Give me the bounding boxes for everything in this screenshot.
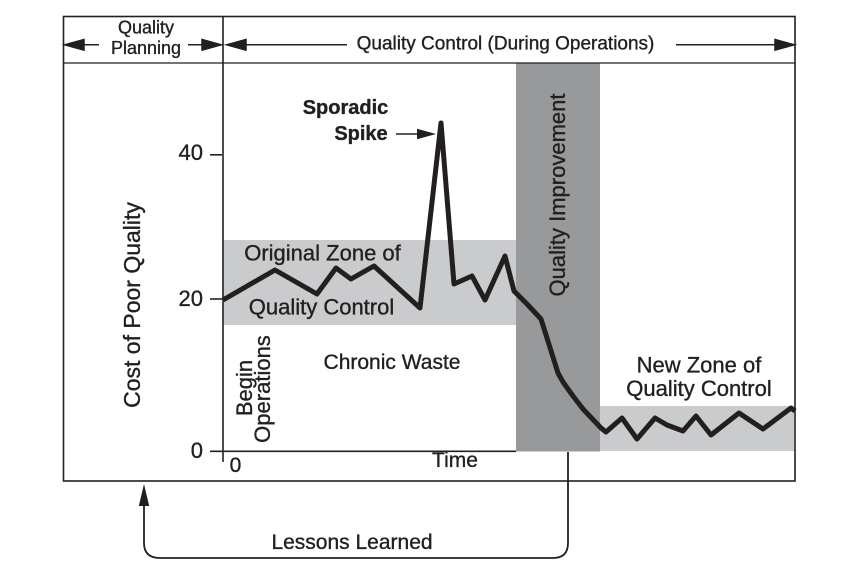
svg-text:Spike: Spike bbox=[334, 123, 387, 145]
svg-text:Original Zone of: Original Zone of bbox=[244, 240, 401, 265]
svg-text:Quality Improvement: Quality Improvement bbox=[545, 94, 570, 297]
svg-text:Sporadic: Sporadic bbox=[303, 97, 389, 119]
svg-text:Time: Time bbox=[432, 449, 478, 472]
svg-text:0: 0 bbox=[191, 438, 203, 463]
svg-text:40: 40 bbox=[179, 140, 203, 165]
svg-text:New Zone of: New Zone of bbox=[637, 353, 763, 378]
svg-text:Cost of Poor Quality: Cost of Poor Quality bbox=[119, 202, 145, 408]
svg-text:Quality Control: Quality Control bbox=[249, 294, 395, 319]
svg-text:Chronic Waste: Chronic Waste bbox=[324, 351, 461, 374]
svg-text:Quality: Quality bbox=[118, 18, 174, 38]
svg-text:Quality Control: Quality Control bbox=[626, 376, 772, 401]
svg-text:Quality Control (During Operat: Quality Control (During Operations) bbox=[357, 34, 655, 55]
svg-text:20: 20 bbox=[179, 286, 203, 311]
svg-text:Begin: Begin bbox=[232, 360, 257, 416]
svg-text:0: 0 bbox=[230, 454, 242, 477]
svg-text:Lessons Learned: Lessons Learned bbox=[271, 531, 432, 554]
svg-text:Operations: Operations bbox=[250, 335, 275, 443]
svg-text:Planning: Planning bbox=[111, 38, 181, 58]
